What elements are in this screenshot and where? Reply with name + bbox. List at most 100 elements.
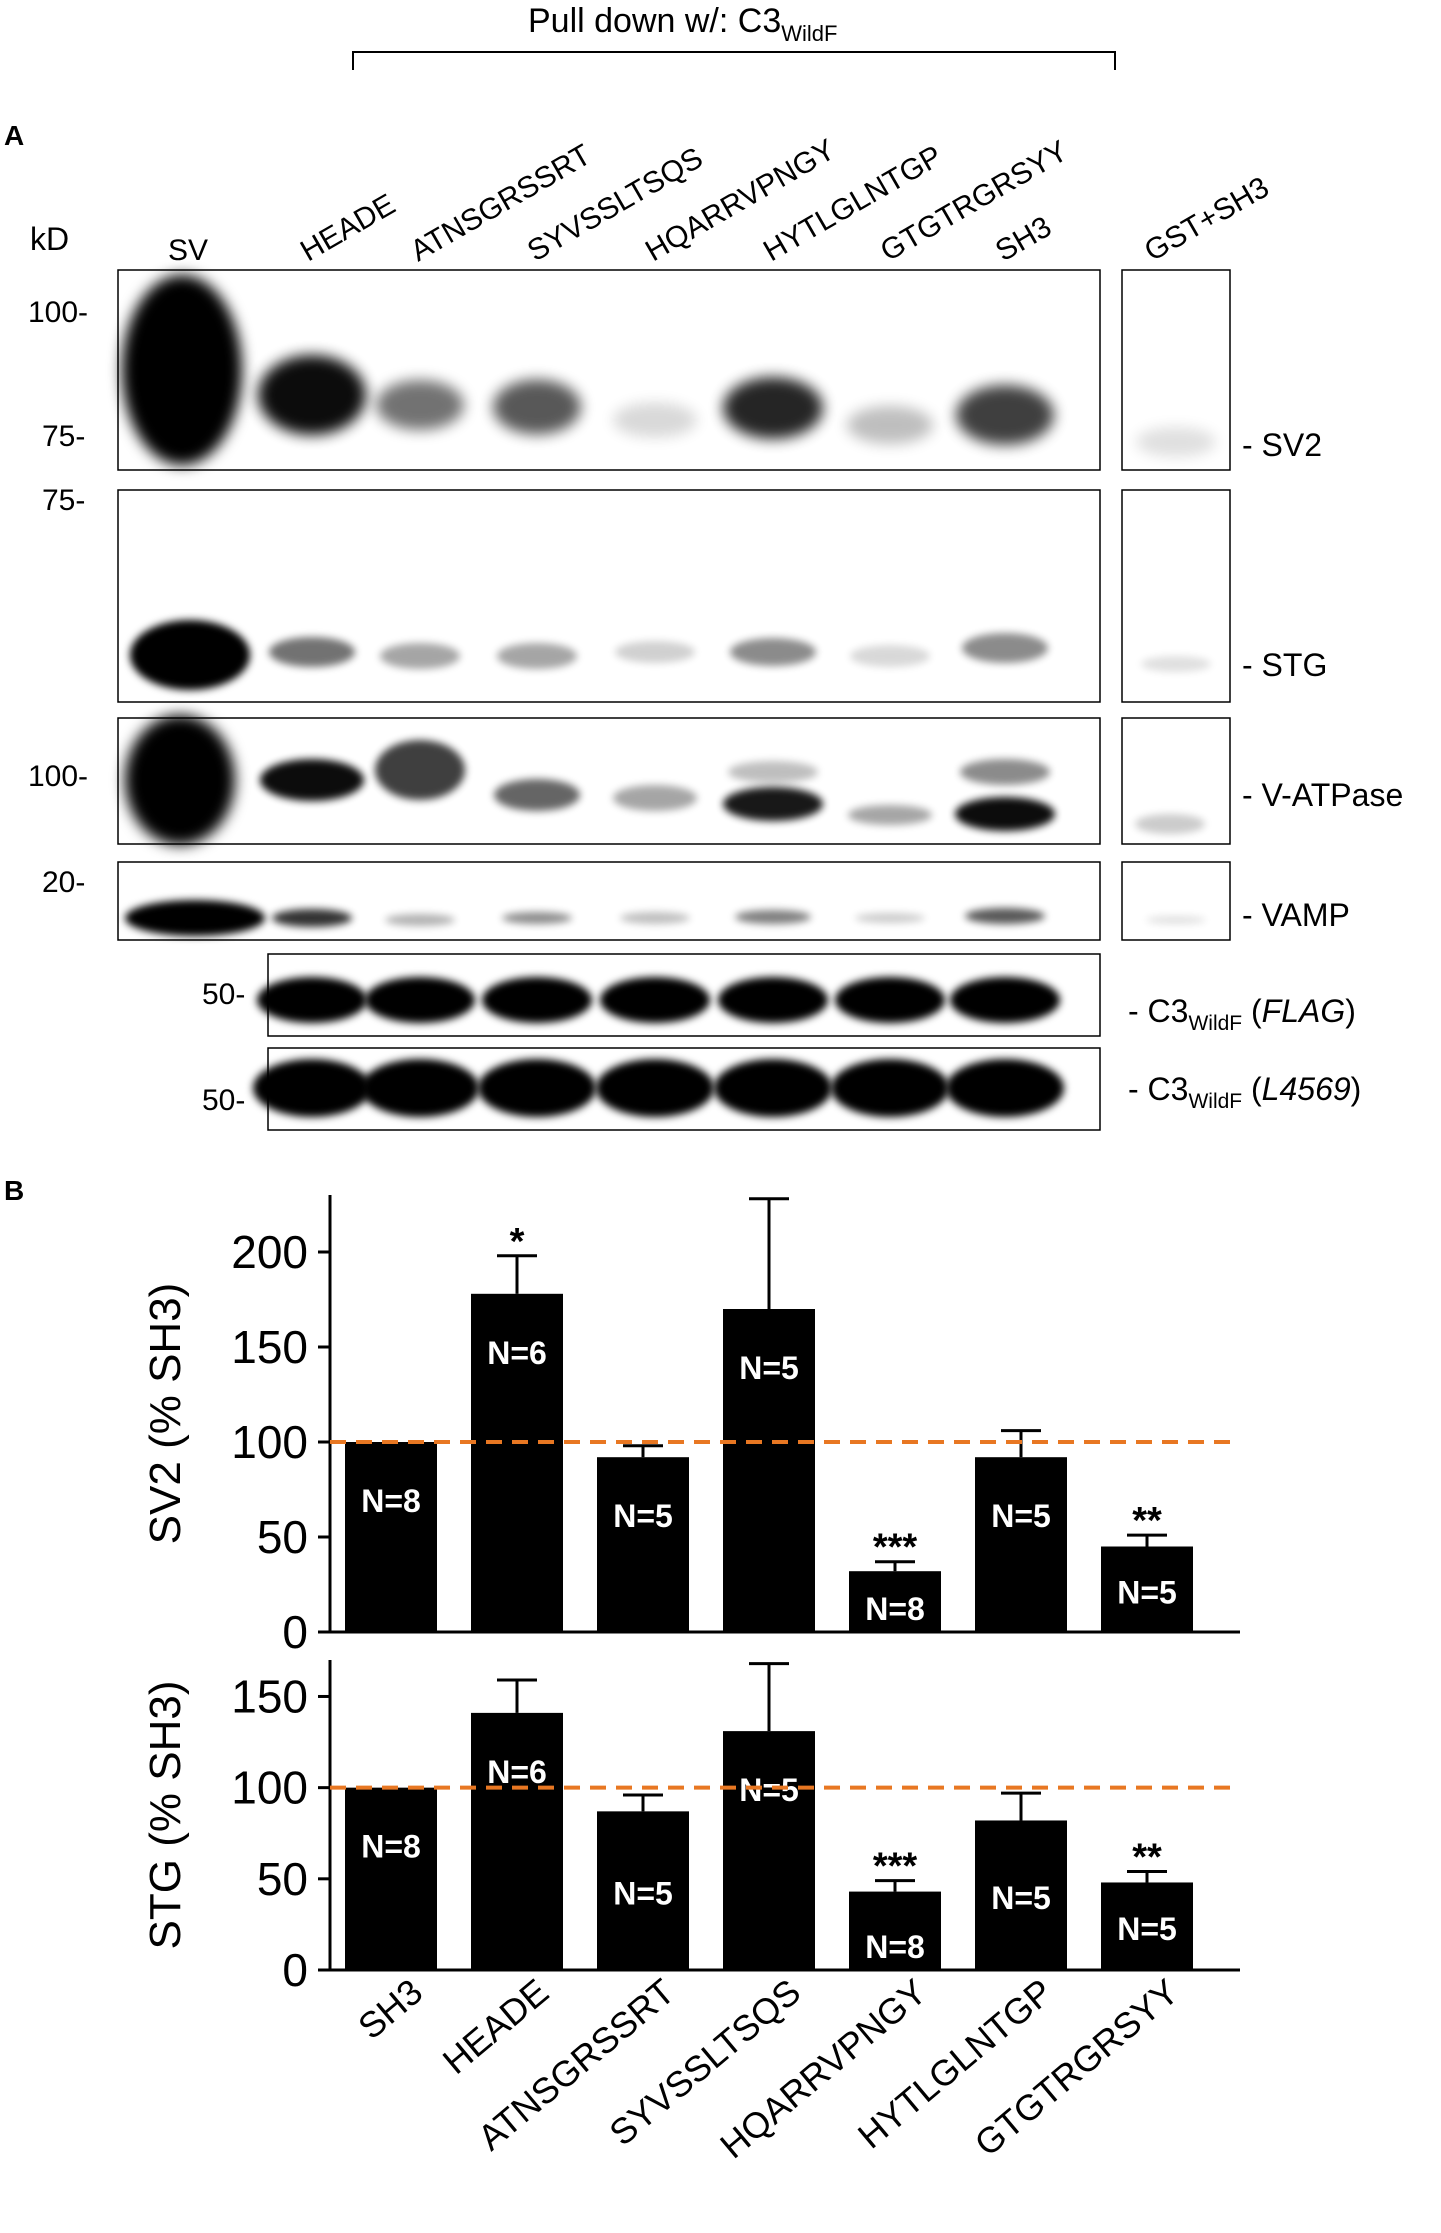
vatpase-band-heade	[260, 759, 364, 801]
vamp-band-sh3	[965, 908, 1045, 924]
mw-marker-vamp-20: 20-	[42, 866, 85, 899]
c3-flag-band-6	[950, 977, 1060, 1023]
vamp-blot-control	[1121, 861, 1231, 941]
stg-chart-y-tick-label: 100	[231, 1762, 308, 1814]
sv2-band-gst-sh3	[1136, 427, 1216, 457]
stg-chart-n-label: N=5	[991, 1880, 1051, 1916]
stg-band-syvssltsqs	[497, 643, 577, 669]
sv2-chart-bar-gtgtrgrsyy	[1101, 1546, 1193, 1632]
stg-chart-n-label: N=8	[865, 1929, 925, 1965]
stg-band-sv	[130, 620, 250, 690]
stg-band-hqarrvpngy	[615, 641, 695, 663]
sv2-chart-n-label: N=5	[991, 1498, 1051, 1534]
sv2-chart-bar-heade	[471, 1293, 563, 1632]
sv2-chart-significance: **	[1132, 1500, 1162, 1542]
blot-label-c3-flag-sub: WildF	[1188, 1012, 1242, 1035]
sv2-chart-significance: *	[510, 1221, 525, 1263]
category-label-sh3: SH3	[350, 1971, 430, 2047]
mw-marker-sv2-75: 75-	[42, 420, 85, 453]
panel-a-label: A	[4, 120, 24, 151]
sv2-chart-bar-sh3	[345, 1442, 437, 1632]
vamp-band-hytlglntgp	[735, 910, 811, 924]
sv2-band-atnsgrssrt	[376, 380, 464, 430]
pull-down-header-subscript: WildF	[781, 21, 837, 46]
lane-label-gst-sh3: GST+SH3	[1139, 171, 1275, 268]
vatpase-band-hytlglntgp	[723, 787, 823, 821]
vamp-blot	[117, 861, 1101, 941]
vatpase-band-hytlglntgp-upper	[728, 761, 818, 783]
sv2-chart-y-tick-label: 150	[231, 1321, 308, 1373]
sv2-chart-bar-hqarrvpngy	[849, 1571, 941, 1632]
sv2-chart-n-label: N=5	[613, 1498, 673, 1534]
vamp-band-syvssltsqs	[502, 912, 572, 924]
blot-label-c3-l4569-antibody: L4569	[1262, 1071, 1351, 1107]
sv2-chart-y-tick-label: 50	[257, 1511, 308, 1563]
blot-label-sv2: - SV2	[1242, 427, 1322, 463]
mw-marker-sv2-100: 100-	[28, 296, 88, 329]
stg-chart-bar-sh3	[345, 1787, 437, 1970]
vamp-band-heade	[272, 909, 352, 927]
c3-l4569-band-0	[253, 1059, 371, 1117]
sv2-chart-bar-atnsgrssrt	[597, 1457, 689, 1632]
stg-chart-bar-atnsgrssrt	[597, 1811, 689, 1970]
stg-chart-y-tick-label: 50	[257, 1853, 308, 1905]
sv2-chart-y-tick-label: 100	[231, 1416, 308, 1468]
stg-band-hytlglntgp	[730, 638, 816, 666]
stg-chart-bar-hytlglntgp	[975, 1820, 1067, 1970]
vatpase-band-sh3-upper	[960, 759, 1050, 785]
stg-blot	[117, 489, 1101, 703]
panel-b-label: B	[4, 1175, 24, 1206]
panel-a: A Pull down w/: C3WildF kD SV HEADE ATNSGR…	[4, 2, 1403, 1131]
blot-label-c3-l4569-paren-open: (	[1242, 1071, 1262, 1107]
blot-label-c3-flag-antibody: FLAG	[1262, 993, 1346, 1029]
pull-down-header: Pull down w/: C3WildF	[528, 2, 837, 46]
sv2-chart-y-tick-label: 0	[282, 1606, 308, 1658]
sv2-band-sv	[122, 275, 242, 465]
lane-label-heade: HEADE	[295, 188, 401, 268]
c3-l4569-band-1	[361, 1059, 479, 1117]
sv2-band-hqarrvpngy	[613, 402, 697, 438]
c3-flag-band-2	[482, 977, 592, 1023]
sv2-band-heade	[258, 355, 366, 435]
sv2-chart-y-axis-label: SV2 (% SH3)	[141, 1283, 190, 1545]
mw-marker-c3-flag-50: 50-	[202, 978, 245, 1011]
vamp-band-hqarrvpngy	[620, 912, 690, 924]
sv2-chart-bar-syvssltsqs	[723, 1309, 815, 1632]
blot-label-vamp: - VAMP	[1242, 897, 1350, 933]
vamp-band-gst-sh3	[1146, 916, 1206, 924]
c3-l4569-band-2	[478, 1059, 596, 1117]
vatpase-band-sh3	[955, 797, 1055, 831]
stg-chart-n-label: N=6	[487, 1754, 547, 1790]
c3-l4569-band-6	[946, 1059, 1064, 1117]
mw-markers: 100- 75- 75- 100- 20- 50- 50-	[28, 296, 245, 1117]
c3-flag-band-3	[600, 977, 710, 1023]
stg-band-atnsgrssrt	[380, 643, 460, 669]
kd-label: kD	[30, 221, 69, 257]
blot-label-c3-flag-prefix: - C3	[1128, 993, 1188, 1029]
stg-chart-y-tick-label: 150	[231, 1670, 308, 1722]
pull-down-bracket	[352, 51, 1116, 70]
vatpase-band-sv	[125, 715, 235, 845]
sv2-chart-n-label: N=8	[865, 1591, 925, 1627]
category-labels: SH3 HEADEATNSGRSSRTSYVSSLTSQSHQARRVPNGYHY…	[350, 1971, 1186, 2167]
sv2-band-gtgtrgrsyy	[847, 406, 933, 444]
blot-labels: - SV2 - STG - V-ATPase - VAMP - C3WildF …	[1128, 427, 1403, 1113]
vatpase-band-gst-sh3	[1135, 814, 1205, 834]
lane-label-sv: SV	[168, 234, 208, 267]
sv2-chart-n-label: N=8	[361, 1483, 421, 1519]
c3-l4569-band-4	[714, 1059, 832, 1117]
blot-label-c3-flag-paren-close: )	[1345, 993, 1356, 1029]
c3-l4569-band-5	[831, 1059, 949, 1117]
c3-flag-band-1	[365, 977, 475, 1023]
stg-chart-n-label: N=5	[1117, 1911, 1177, 1947]
stg-band-heade	[269, 637, 355, 667]
blot-label-vatpase: - V-ATPase	[1242, 777, 1403, 813]
stg-chart-y-axis-label: STG (% SH3)	[141, 1681, 190, 1950]
stg-chart-y-tick-label: 0	[282, 1944, 308, 1996]
c3-flag-band-4	[718, 977, 828, 1023]
sv2-chart-n-label: N=6	[487, 1335, 547, 1371]
stg-chart-n-label: N=5	[739, 1772, 799, 1808]
vatpase-band-atnsgrssrt	[375, 740, 465, 800]
category-label-heade: HEADE	[435, 1971, 556, 2082]
stg-chart-bar-gtgtrgrsyy	[1101, 1882, 1193, 1970]
